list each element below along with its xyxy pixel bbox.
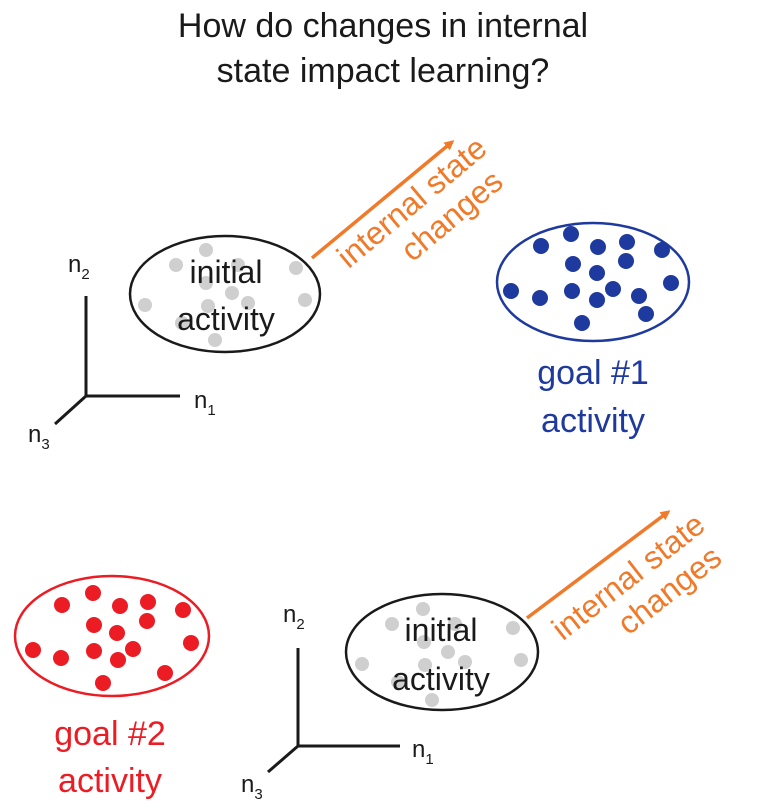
bottom-arrow-label: internal state changes [545, 506, 728, 647]
goal-1-dot [563, 226, 579, 242]
top-axis-label-n2: n2 [68, 251, 90, 283]
top-initial-dots [138, 243, 312, 347]
goal-1-dot [605, 281, 621, 297]
bottom-initial-dot [448, 617, 462, 631]
bottom-axis-n3 [267, 744, 299, 774]
goal-1-label-line1: goal #1 [537, 354, 649, 392]
goal-2-dots [25, 585, 199, 691]
bottom-initial-ellipse [344, 592, 540, 712]
top-initial-dot [138, 298, 152, 312]
bottom-initial-dot [355, 657, 369, 671]
goal-2-dot [25, 642, 41, 658]
goal-2-dot [140, 594, 156, 610]
bottom-axis-label-n1: n1 [412, 736, 434, 768]
goal-2-dot [54, 597, 70, 613]
goal-2-dot [157, 665, 173, 681]
title-line-1: How do changes in internal [177, 7, 589, 45]
goal-2-dot [183, 635, 199, 651]
goal-1-dot [503, 283, 519, 299]
goal-2-dot [139, 613, 155, 629]
bottom-initial-dot [514, 653, 528, 667]
top-initial-dot [169, 258, 183, 272]
bottom-initial-dot [391, 675, 405, 689]
goal-1-dot [619, 234, 635, 250]
top-initial-dot [199, 243, 213, 257]
top-initial-label-line2: activity [177, 301, 275, 337]
top-internal-state-arrow [310, 140, 455, 260]
bottom-initial-dot [458, 655, 472, 669]
goal-2-ellipse [13, 574, 211, 698]
top-arrow-label: internal state changes [330, 129, 510, 274]
bottom-internal-state-arrow [525, 510, 671, 620]
goal-2-dot [85, 585, 101, 601]
bottom-initial-label-line1: initial [405, 612, 478, 648]
top-initial-dot [241, 296, 255, 310]
goal-2-dot [112, 598, 128, 614]
top-initial-dot [289, 261, 303, 275]
goal-2-label-line1: goal #2 [54, 715, 166, 753]
top-initial-dot [231, 258, 245, 272]
goal-1-dot [638, 306, 654, 322]
top-axis-label-n1: n1 [194, 387, 216, 419]
top-initial-dot [225, 286, 239, 300]
goal-1-dot [589, 292, 605, 308]
goal-1-dot [631, 288, 647, 304]
bottom-panel: goal #2 activity n2 n1 n3 initial [13, 506, 728, 803]
goal-2-dot [95, 675, 111, 691]
goal-2-dot [175, 602, 191, 618]
title-line-2: state impact learning? [216, 52, 550, 90]
goal-1-dots [503, 226, 679, 331]
top-axis-label-n3: n3 [28, 421, 50, 453]
goal-1-ellipse [495, 221, 691, 343]
top-axes [53, 296, 180, 426]
top-panel: n2 n1 n3 initial activity internal state… [28, 129, 691, 453]
goal-2-dot [53, 650, 69, 666]
goal-1-dot [533, 238, 549, 254]
top-initial-label-line1: initial [190, 254, 263, 290]
bottom-axis-label-n2: n2 [283, 601, 305, 633]
goal-2-dot [86, 617, 102, 633]
goal-2-dot [125, 641, 141, 657]
bottom-initial-dot [416, 602, 430, 616]
bottom-initial-dot [417, 635, 431, 649]
goal-2-dot [110, 652, 126, 668]
top-initial-dot [208, 333, 222, 347]
goal-1-dot [532, 290, 548, 306]
top-initial-dot [201, 299, 215, 313]
top-axis-n3 [53, 394, 88, 426]
goal-2-dot [109, 625, 125, 641]
goal-1-dot [590, 239, 606, 255]
bottom-axes [267, 648, 400, 774]
goal-2-label-line2: activity [58, 762, 162, 800]
top-initial-dot [298, 293, 312, 307]
bottom-initial-dot [425, 693, 439, 707]
goal-1-dot [589, 265, 605, 281]
bottom-initial-dot [418, 658, 432, 672]
top-initial-dot [199, 276, 213, 290]
goal-1-dot [564, 283, 580, 299]
top-initial-ellipse [128, 234, 322, 354]
goal-1-dot [663, 275, 679, 291]
goal-1-label-line2: activity [541, 402, 645, 440]
bottom-initial-label-line2: activity [392, 661, 490, 697]
goal-1-dot [618, 253, 634, 269]
goal-1-dot [565, 256, 581, 272]
goal-1-dot [574, 315, 590, 331]
goal-2-dot [86, 643, 102, 659]
bottom-axis-label-n3: n3 [241, 771, 263, 803]
goal-1-dot [654, 242, 670, 258]
bottom-initial-dots [355, 602, 528, 707]
bottom-initial-dot [385, 617, 399, 631]
top-initial-dot [175, 316, 189, 330]
bottom-initial-dot [506, 621, 520, 635]
bottom-initial-dot [441, 645, 455, 659]
